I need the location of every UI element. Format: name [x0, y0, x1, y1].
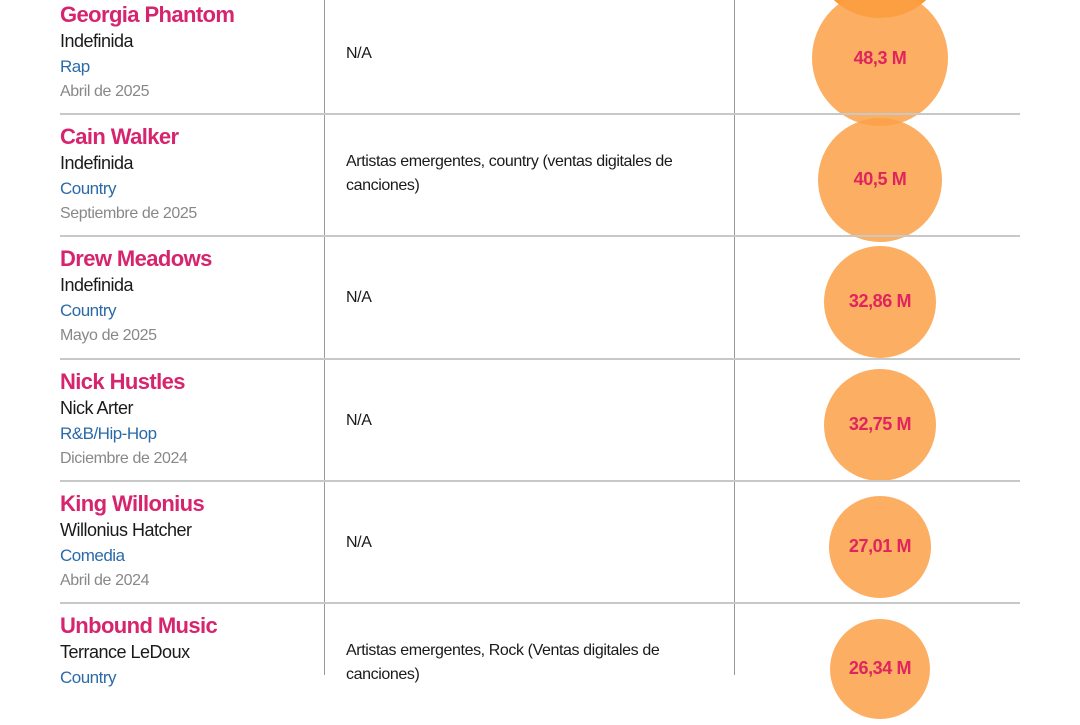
row-divider [60, 358, 1020, 360]
artist-real-name: Willonius Hatcher [60, 520, 192, 540]
value-label: 26,34 M [848, 658, 912, 679]
table-row: 40,5 M Cain Walker Indefinida Country Se… [0, 114, 1080, 243]
table-row: 27,01 M King Willonius Willonius Hatcher… [0, 481, 1080, 603]
artist-real-name: Indefinida [60, 275, 134, 295]
row-divider [60, 602, 1020, 604]
value-bubble: 27,01 M [829, 496, 931, 598]
chart-category: N/A [346, 534, 372, 551]
table-row: 26,34 M Unbound Music Terrance LeDoux Co… [0, 603, 1080, 725]
release-date: Mayo de 2025 [60, 327, 157, 344]
value-label: 40,5 M [853, 169, 907, 190]
artist-real-name: Terrance LeDoux [60, 642, 190, 662]
artist-name[interactable]: Drew Meadows [60, 246, 212, 271]
value-bubble: 26,34 M [829, 618, 931, 720]
value-bubble: 40,5 M [817, 117, 943, 243]
value-label: 27,01 M [848, 536, 912, 557]
table-row: 32,86 M Drew Meadows Indefinida Country … [0, 236, 1080, 359]
genre-link[interactable]: Rap [60, 57, 90, 76]
table-row: 32,75 M Nick Hustles Nick Arter R&B/Hip-… [0, 359, 1080, 482]
value-bubble: 48,3 M [811, 0, 949, 127]
artist-name[interactable]: Unbound Music [60, 613, 218, 638]
row-divider [60, 113, 1020, 115]
genre-link[interactable]: Country [60, 179, 117, 198]
release-date: Abril de 2025 [60, 83, 150, 100]
genre-link[interactable]: R&B/Hip-Hop [60, 424, 157, 443]
genre-link[interactable]: Comedia [60, 546, 125, 565]
value-label: 48,3 M [853, 47, 907, 68]
column-divider [324, 0, 325, 675]
artist-name[interactable]: King Willonius [60, 491, 205, 516]
artist-real-name: Nick Arter [60, 398, 134, 418]
table-row: 48,3 M Georgia Phantom Indefinida Rap Ab… [0, 0, 1080, 127]
artist-name[interactable]: Georgia Phantom [60, 2, 235, 27]
row-divider [60, 480, 1020, 482]
genre-link[interactable]: Country [60, 301, 117, 320]
release-date: Diciembre de 2024 [60, 450, 188, 467]
chart-category: N/A [346, 412, 372, 429]
value-bubble: 32,86 M [823, 245, 937, 359]
artist-name[interactable]: Cain Walker [60, 124, 179, 149]
value-bubble: 32,75 M [823, 368, 937, 482]
chart-category: N/A [346, 289, 372, 306]
chart-category: N/A [346, 45, 372, 62]
genre-link[interactable]: Country [60, 668, 117, 687]
artist-real-name: Indefinida [60, 153, 134, 173]
chart-category: Artistas emergentes, Rock (Ventas digita… [346, 642, 660, 683]
chart-category: Artistas emergentes, country (ventas dig… [346, 153, 673, 194]
value-label: 32,86 M [848, 291, 912, 312]
release-date: Septiembre de 2025 [60, 205, 197, 222]
row-divider [60, 235, 1020, 237]
release-date: Abril de 2024 [60, 572, 150, 589]
value-label: 32,75 M [848, 414, 912, 435]
artist-real-name: Indefinida [60, 31, 134, 51]
artist-name[interactable]: Nick Hustles [60, 369, 185, 394]
column-divider [734, 0, 735, 675]
